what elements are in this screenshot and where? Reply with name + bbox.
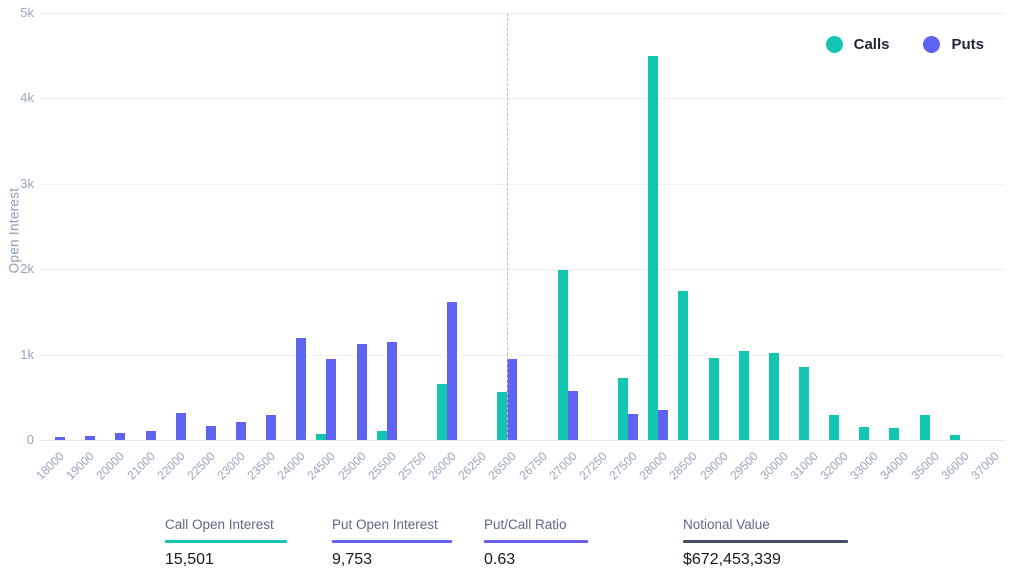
gridline <box>40 269 1005 271</box>
call-bar-29000[interactable] <box>708 357 719 440</box>
call-bar-32000[interactable] <box>829 415 840 440</box>
gridline <box>40 354 1005 356</box>
stat-notional-value: Notional Value $672,453,339 <box>683 517 848 569</box>
stat-call-open-interest: Call Open Interest 15,501 <box>165 517 287 569</box>
puts-dot-icon <box>923 36 941 53</box>
put-bar-22000[interactable] <box>175 412 186 440</box>
put-bar-26500[interactable] <box>507 358 518 440</box>
y-axis-tick-label: 3k <box>20 175 34 191</box>
legend-label-calls: Calls <box>853 36 890 53</box>
call-bar-25500[interactable] <box>376 431 387 440</box>
call-bar-29500[interactable] <box>738 350 749 440</box>
put-bar-25000[interactable] <box>356 344 367 440</box>
put-bar-23000[interactable] <box>236 422 247 440</box>
call-bar-34000[interactable] <box>889 428 900 440</box>
stat-value: 9,753 <box>332 551 373 568</box>
stats-bar: Call Open Interest 15,501 Put Open Inter… <box>0 512 1024 583</box>
legend: Calls Puts <box>825 36 984 53</box>
put-bar-26000[interactable] <box>447 301 458 440</box>
call-bar-35000[interactable] <box>919 415 930 440</box>
put-bar-23500[interactable] <box>266 415 277 440</box>
call-bar-27500[interactable] <box>618 377 629 440</box>
stat-value: 15,501 <box>165 551 214 568</box>
put-bar-22500[interactable] <box>205 426 216 440</box>
put-bar-24000[interactable] <box>296 337 307 440</box>
stat-label: Put Open Interest <box>332 517 438 532</box>
stat-put-open-interest: Put Open Interest 9,753 <box>332 517 452 569</box>
call-bar-27000[interactable] <box>557 270 568 440</box>
y-axis-title: Open Interest <box>6 187 22 274</box>
legend-item-puts[interactable]: Puts <box>923 36 984 53</box>
put-bar-24500[interactable] <box>326 358 337 440</box>
calls-dot-icon <box>825 36 843 53</box>
legend-item-calls[interactable]: Calls <box>825 36 890 53</box>
call-bar-26500[interactable] <box>497 392 508 440</box>
call-bar-30000[interactable] <box>768 352 779 440</box>
call-bar-28000[interactable] <box>648 55 659 440</box>
stat-label: Put/Call Ratio <box>484 517 567 532</box>
open-interest-chart: Open Interest 0 1k 2k 3k 4k 5k 18000 19000 2000… <box>6 5 1005 482</box>
put-bar-18000[interactable] <box>55 437 66 440</box>
y-axis-tick-label: 0 <box>26 432 34 447</box>
y-axis-tick-label: 2k <box>20 261 34 277</box>
call-bar-31000[interactable] <box>798 366 809 440</box>
call-bar-36000[interactable] <box>949 434 960 440</box>
put-bar-21000[interactable] <box>145 431 156 440</box>
stat-value: $672,453,339 <box>683 551 781 568</box>
stat-underline <box>332 540 452 543</box>
call-bar-24500[interactable] <box>316 434 327 440</box>
put-bar-27000[interactable] <box>567 391 578 440</box>
call-bar-28500[interactable] <box>678 291 689 440</box>
call-bar-33000[interactable] <box>859 427 870 440</box>
stat-underline <box>484 540 588 543</box>
gridline <box>40 13 1005 14</box>
stat-put-call-ratio: Put/Call Ratio 0.63 <box>484 517 588 569</box>
gridline <box>40 183 1005 185</box>
y-axis-tick-label: 1k <box>20 346 34 362</box>
current-price-marker-line <box>507 13 509 440</box>
put-bar-27500[interactable] <box>628 414 639 440</box>
legend-label-puts: Puts <box>951 36 984 53</box>
stat-label: Notional Value <box>683 517 770 532</box>
put-bar-19000[interactable] <box>85 435 96 440</box>
y-axis-tick-label: 5k <box>20 5 34 20</box>
put-bar-28000[interactable] <box>658 410 669 440</box>
call-bar-26000[interactable] <box>437 384 448 440</box>
put-bar-25500[interactable] <box>386 341 397 440</box>
stat-value: 0.63 <box>484 551 516 568</box>
y-axis-tick-label: 4k <box>20 90 34 106</box>
gridline <box>40 98 1005 100</box>
stat-underline <box>683 540 848 543</box>
stat-label: Call Open Interest <box>165 517 274 532</box>
stat-underline <box>165 540 287 543</box>
put-bar-20000[interactable] <box>115 433 126 440</box>
gridline <box>40 440 1005 441</box>
